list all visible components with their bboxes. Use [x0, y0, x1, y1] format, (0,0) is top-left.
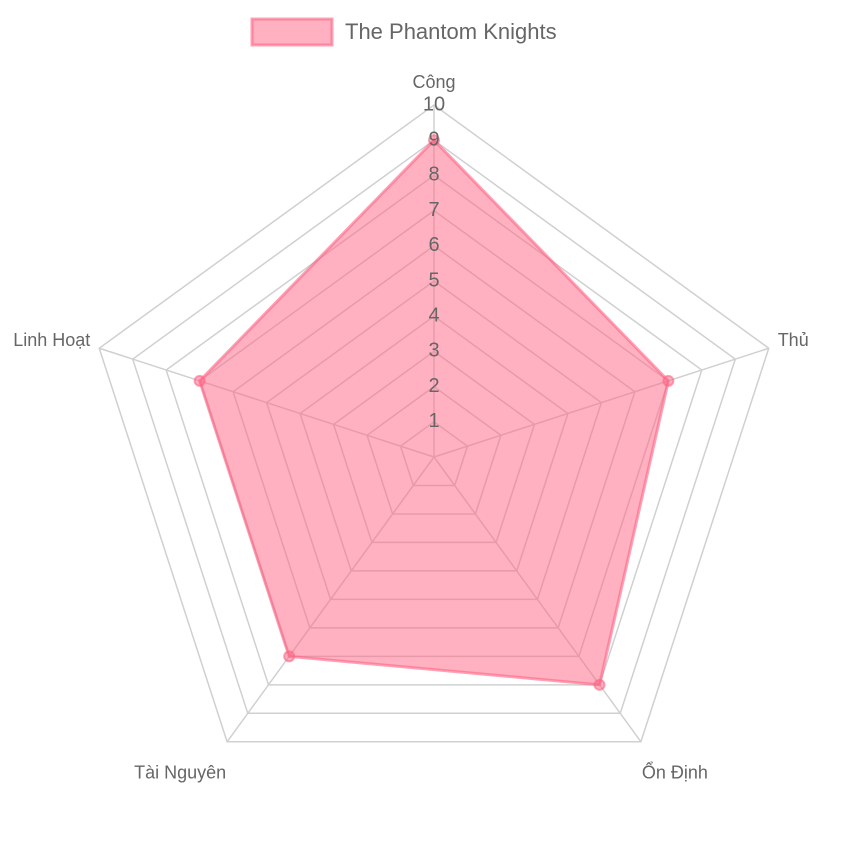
r-tick-label: 5 — [428, 269, 439, 291]
radar-area — [197, 138, 670, 687]
r-tick-label: 9 — [428, 128, 439, 150]
point-label: Ổn Định — [642, 761, 708, 782]
r-tick-label: 7 — [428, 199, 439, 221]
r-tick-label: 4 — [428, 304, 439, 326]
r-tick-label: 1 — [428, 410, 439, 432]
grid-line — [131, 139, 737, 715]
radar-point — [428, 134, 440, 147]
r-tick-label: 10 — [423, 93, 445, 115]
point-label: Công — [412, 72, 455, 92]
grid-line — [165, 174, 703, 686]
r-tick-label: 2 — [428, 375, 439, 397]
radar-point — [283, 650, 296, 663]
grid-line — [98, 104, 770, 743]
point-label: Thủ — [778, 330, 809, 350]
r-tick-label: 8 — [428, 164, 439, 186]
r-tick-label: 6 — [428, 234, 439, 256]
radar-point — [193, 374, 206, 387]
legend-label: The Phantom Knights — [345, 19, 557, 44]
legend-swatch — [250, 17, 334, 47]
point-label: Tài Nguyên — [134, 762, 226, 782]
radar-point — [662, 374, 675, 387]
r-tick-label: 3 — [428, 340, 439, 362]
point-label: Linh Hoạt — [13, 330, 90, 350]
radar-point — [593, 678, 606, 691]
